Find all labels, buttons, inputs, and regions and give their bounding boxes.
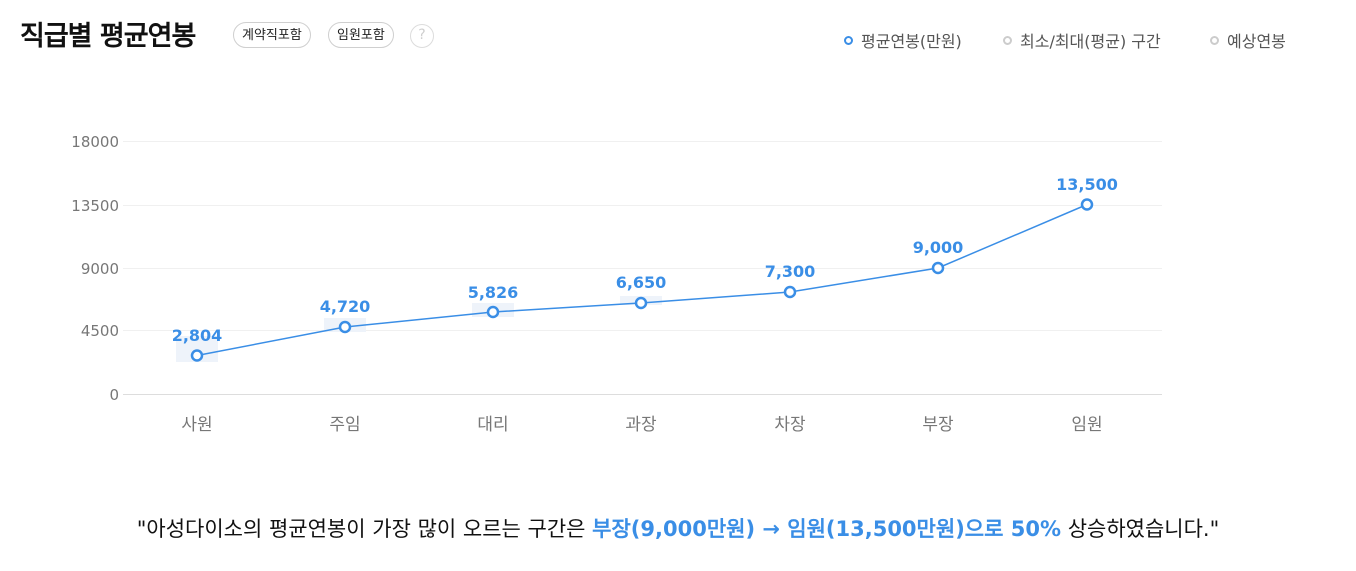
data-point[interactable]	[338, 320, 352, 334]
data-label: 4,720	[320, 297, 371, 316]
data-label: 9,000	[913, 238, 964, 257]
legend-label: 최소/최대(평균) 구간	[1020, 32, 1161, 51]
line-chart: 0 4500 9000 13500 18000 2,804 4,720 5,82…	[71, 133, 1162, 435]
data-point[interactable]	[634, 296, 648, 310]
legend-item-average-salary[interactable]: 평균연봉(만원)	[844, 28, 962, 52]
y-tick: 0	[109, 386, 119, 404]
filter-contract-included[interactable]: 계약직포함	[233, 22, 311, 48]
data-label: 6,650	[616, 273, 667, 292]
y-axis-ticks: 0 4500 9000 13500 18000	[71, 133, 119, 404]
x-axis-labels: 사원 주임 대리 과장 차장 부장 임원	[181, 415, 1102, 435]
summary-text: "아성다이소의 평균연봉이 가장 많이 오르는 구간은 부장(9,000만원) …	[0, 513, 1356, 543]
x-tick: 주임	[329, 415, 360, 435]
data-point[interactable]	[486, 305, 500, 319]
x-tick: 과장	[625, 415, 657, 435]
data-labels: 2,804 4,720 5,826 6,650 7,300 9,000 13,5…	[172, 175, 1118, 345]
y-tick: 13500	[71, 197, 119, 215]
data-label: 13,500	[1056, 175, 1118, 194]
summary-prefix: "아성다이소의 평균연봉이 가장 많이 오르는 구간은	[136, 517, 593, 541]
data-label: 2,804	[172, 326, 223, 345]
y-tick: 4500	[81, 322, 119, 340]
legend-dot-icon	[1003, 35, 1012, 45]
x-tick: 사원	[181, 415, 212, 435]
summary-suffix: 상승하였습니다."	[1061, 517, 1220, 541]
x-tick: 임원	[1071, 415, 1102, 435]
legend-dot-icon	[1210, 35, 1219, 45]
y-tick: 9000	[81, 260, 119, 278]
legend-label: 예상연봉	[1227, 32, 1286, 51]
data-point[interactable]	[190, 349, 204, 362]
data-label: 5,826	[468, 283, 519, 302]
x-tick: 부장	[922, 415, 954, 435]
data-point[interactable]	[783, 285, 797, 299]
gridlines	[123, 141, 1162, 331]
x-tick: 대리	[477, 415, 508, 435]
legend-item-expected-salary[interactable]: 예상연봉	[1210, 28, 1286, 52]
data-label: 7,300	[765, 262, 816, 281]
data-points	[190, 198, 1094, 362]
legend-label: 평균연봉(만원)	[861, 32, 962, 51]
summary-highlight: 부장(9,000만원) → 임원(13,500만원)으로 50%	[592, 517, 1062, 541]
y-tick: 18000	[71, 133, 119, 151]
data-point[interactable]	[931, 261, 945, 275]
help-icon[interactable]: ?	[410, 24, 434, 48]
data-point[interactable]	[1080, 198, 1094, 211]
x-tick: 차장	[774, 415, 806, 435]
legend-item-min-max-range[interactable]: 최소/최대(평균) 구간	[1003, 28, 1161, 52]
page-title: 직급별 평균연봉	[20, 21, 196, 52]
legend-dot-icon	[844, 35, 853, 45]
filter-executive-included[interactable]: 임원포함	[328, 22, 394, 48]
